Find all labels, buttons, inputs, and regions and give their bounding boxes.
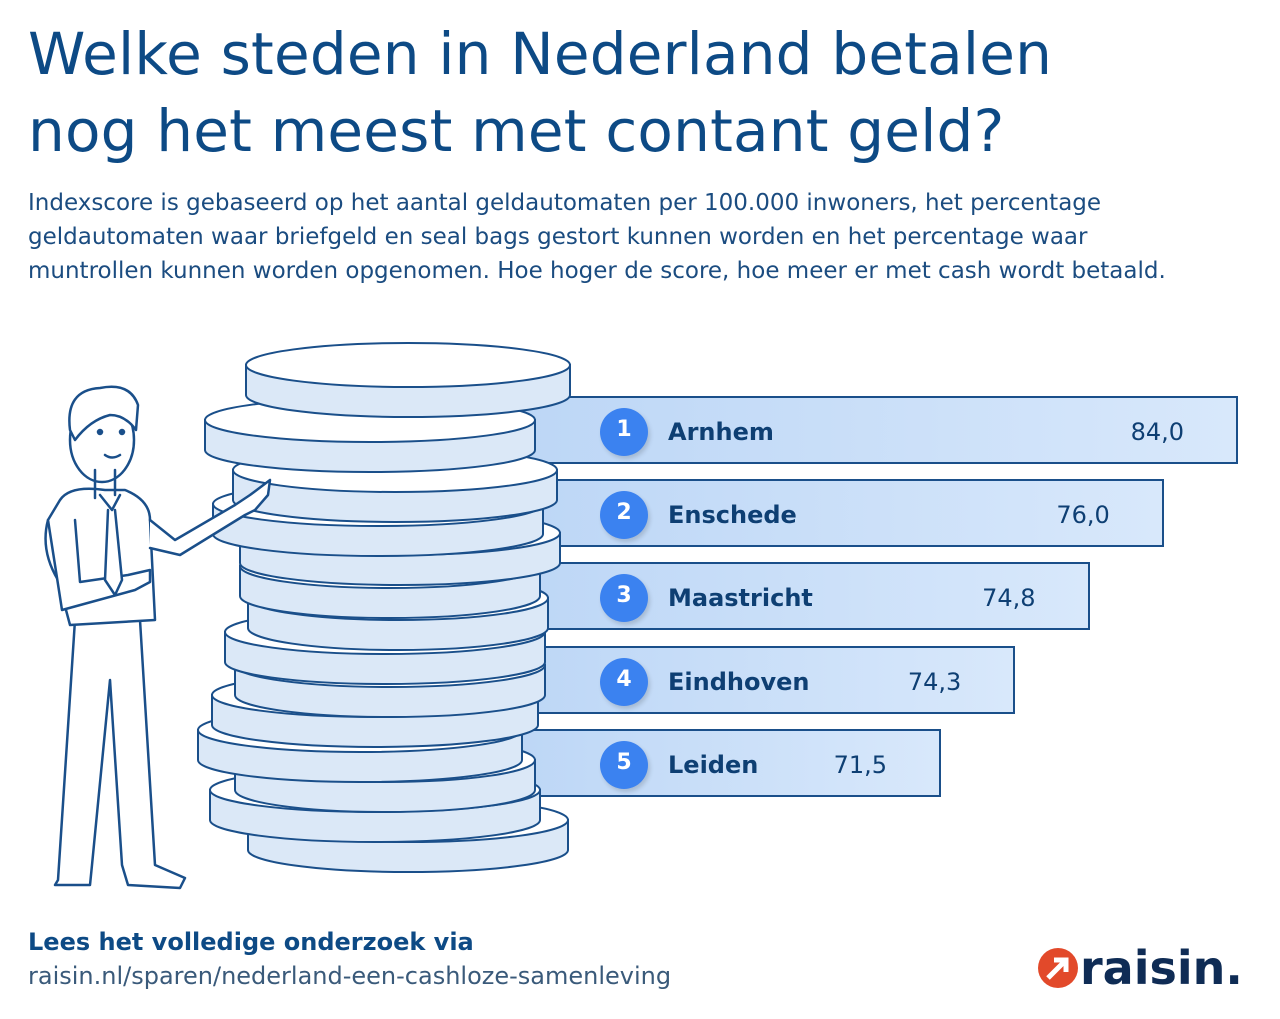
raisin-logo: raisin. bbox=[1038, 941, 1243, 995]
city-label: Maastricht bbox=[668, 584, 813, 612]
city-label: Arnhem bbox=[668, 418, 774, 446]
coin-top bbox=[245, 342, 571, 388]
rank-badge: 2 bbox=[600, 491, 648, 539]
bar-leiden: 5 Leiden 71,5 bbox=[500, 729, 941, 797]
title-line-1: Welke steden in Nederland betalen bbox=[28, 20, 1053, 88]
rank-badge: 1 bbox=[600, 408, 648, 456]
research-link[interactable]: raisin.nl/sparen/nederland-een-cashloze-… bbox=[28, 962, 672, 990]
man-pointing-icon bbox=[44, 385, 272, 890]
city-label: Enschede bbox=[668, 501, 797, 529]
value-label: 71,5 bbox=[833, 751, 887, 779]
city-label: Eindhoven bbox=[668, 668, 810, 696]
value-label: 74,3 bbox=[907, 668, 962, 696]
bar-maastricht: 3 Maastricht 74,8 bbox=[500, 562, 1090, 630]
title-line-2: nog het meest met contant geld? bbox=[28, 97, 1005, 165]
svg-text:raisin.: raisin. bbox=[1080, 941, 1243, 995]
subtitle: Indexscore is gebaseerd op het aantal ge… bbox=[28, 190, 1166, 284]
rank-badge: 4 bbox=[600, 658, 648, 706]
bar-arnhem: 1 Arnhem 84,0 bbox=[500, 396, 1238, 464]
city-label: Leiden bbox=[668, 751, 759, 779]
coin-stack-illustration bbox=[44, 342, 571, 890]
bar-enschede: 2 Enschede 76,0 bbox=[500, 479, 1164, 547]
coin-stack-icon bbox=[197, 342, 571, 873]
rank-badge: 5 bbox=[600, 741, 648, 789]
page-title: Welke steden in Nederland betalen nog het… bbox=[28, 16, 1052, 170]
value-label: 76,0 bbox=[1056, 501, 1110, 529]
bar-eindhoven: 4 Eindhoven 74,3 bbox=[500, 646, 1016, 714]
value-label: 74,8 bbox=[982, 584, 1036, 612]
footer-lead: Lees het volledige onderzoek via bbox=[28, 928, 474, 956]
rank-badge: 3 bbox=[600, 574, 648, 622]
value-label: 84,0 bbox=[1130, 418, 1184, 446]
